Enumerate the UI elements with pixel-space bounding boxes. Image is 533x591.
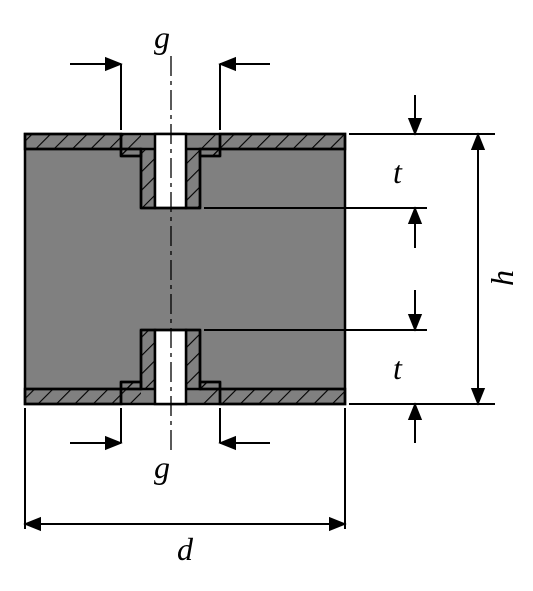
bottom-hole-wall-right — [186, 330, 200, 389]
label-t-lower: t — [393, 350, 403, 386]
bottom-collar-left — [121, 382, 141, 404]
top-collar-left — [121, 134, 141, 156]
top-collar-right — [200, 134, 220, 156]
bottom-collar-right — [200, 382, 220, 404]
label-g-top: g — [154, 19, 170, 55]
label-g-bottom: g — [154, 449, 170, 485]
top-hole-wall-left — [141, 149, 155, 208]
label-t-upper: t — [393, 154, 403, 190]
top-hole-wall-right — [186, 149, 200, 208]
label-h: h — [484, 270, 520, 286]
bottom-hole-wall-left — [141, 330, 155, 389]
label-d: d — [177, 531, 194, 567]
